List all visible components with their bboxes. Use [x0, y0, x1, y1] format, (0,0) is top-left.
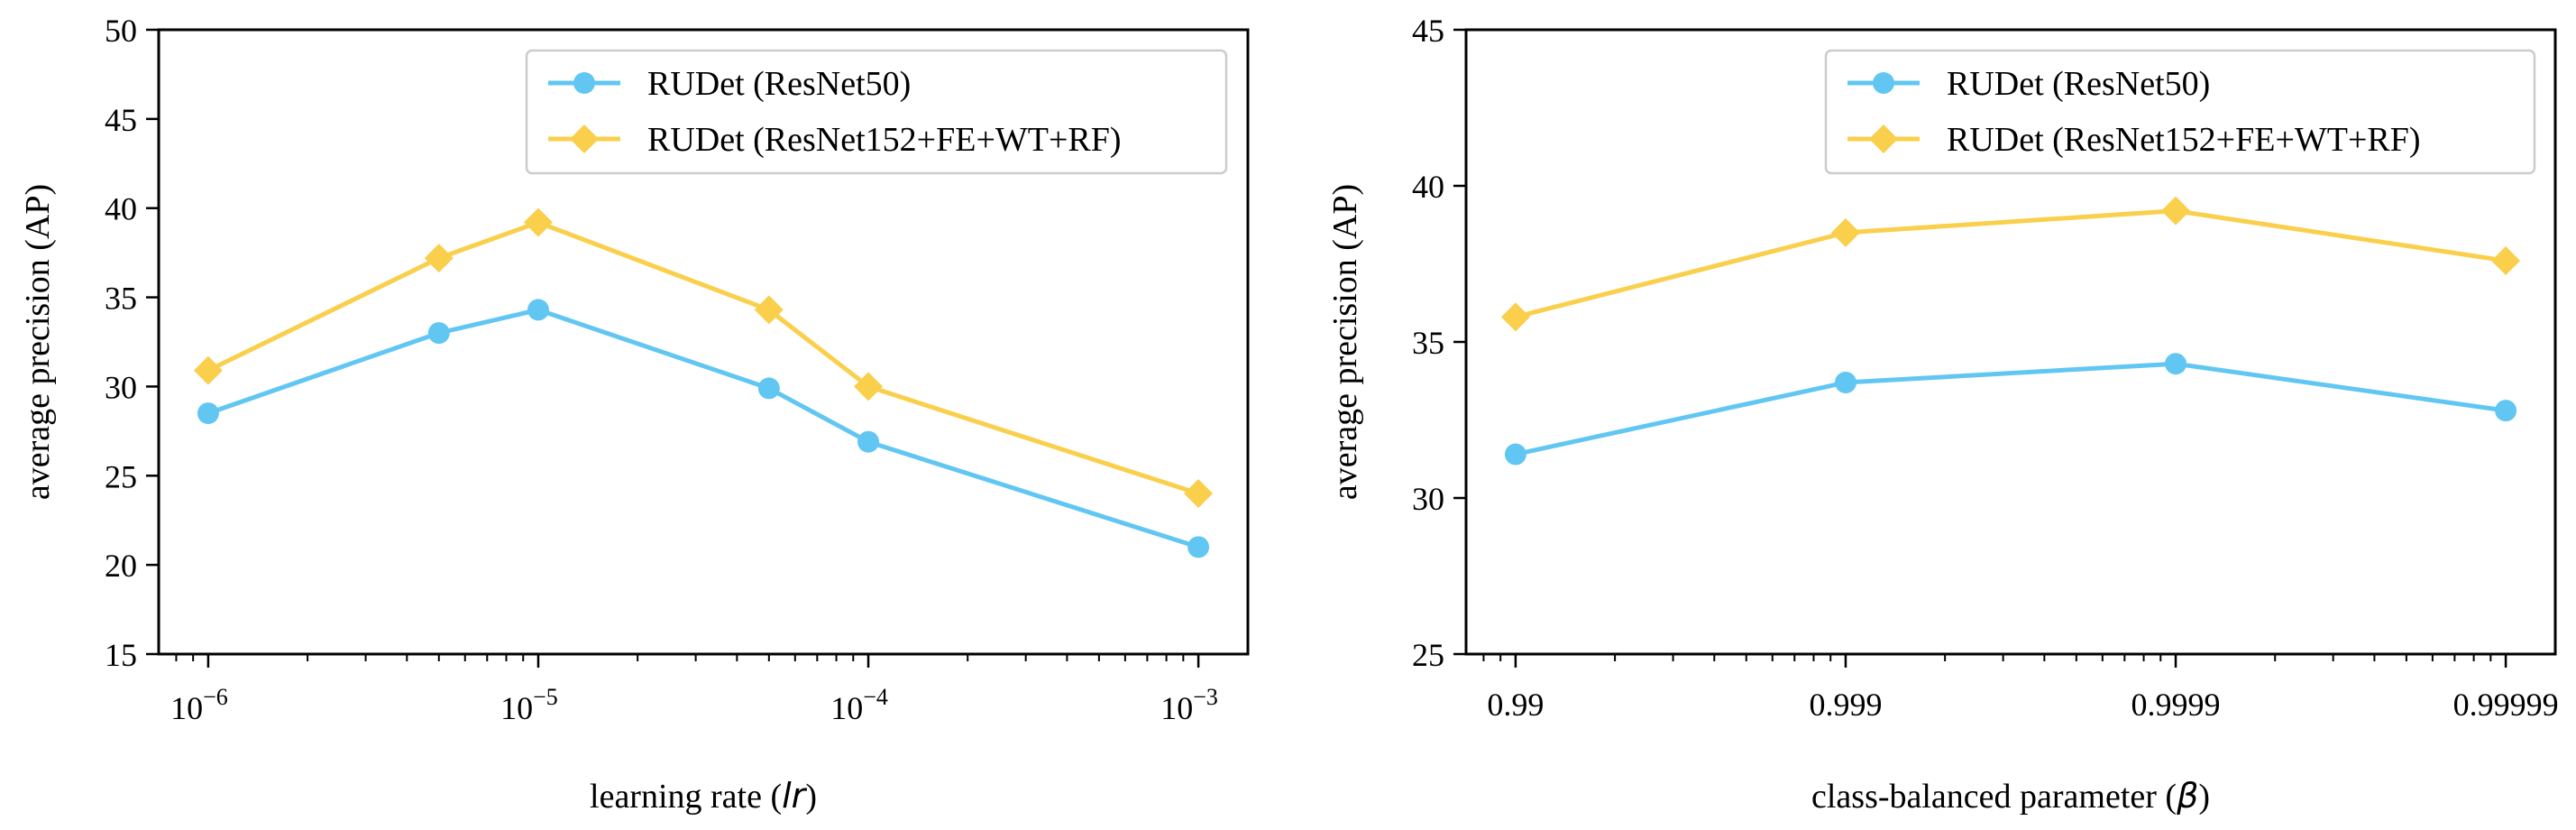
y-axis-label: average precision (AP)	[19, 184, 57, 500]
data-point-series-0	[1504, 443, 1526, 466]
x-axis-label-suffix: )	[805, 778, 817, 816]
x-tick-exponent: −6	[203, 684, 228, 710]
y-tick-label: 40	[105, 191, 137, 227]
data-point-series-0	[2495, 400, 2517, 422]
x-axis-label-symbol: lr	[782, 776, 808, 816]
y-tick-label: 25	[105, 458, 137, 494]
legend-label: RUDet (ResNet152+FE+WT+RF)	[1947, 121, 2421, 159]
y-tick-label: 25	[1412, 637, 1444, 673]
legend-label: RUDet (ResNet152+FE+WT+RF)	[647, 121, 1122, 159]
data-point-series-1	[2491, 246, 2521, 276]
x-tick-base: 10	[500, 690, 533, 726]
legend-label: RUDet (ResNet50)	[1947, 65, 2210, 103]
axes-frame	[157, 28, 1250, 656]
data-point-series-1	[754, 295, 784, 325]
data-point-series-0	[1187, 536, 1210, 558]
x-tick-base: 10	[1160, 690, 1193, 726]
x-tick-label: 10−4	[830, 684, 888, 726]
legend-marker	[573, 72, 595, 94]
x-tick-exponent: −3	[1193, 684, 1218, 710]
legend-marker	[1869, 124, 1898, 153]
data-point-series-0	[427, 322, 450, 345]
legend-box	[525, 49, 1228, 175]
legend-box	[1824, 49, 2536, 175]
y-tick-label: 30	[1412, 481, 1444, 517]
data-point-series-1	[2161, 196, 2191, 226]
data-point-series-1	[854, 372, 884, 401]
y-tick-label: 35	[105, 281, 137, 317]
y-tick-label: 45	[105, 102, 137, 138]
x-tick-label: 0.9999	[2131, 687, 2221, 723]
series-line-1	[206, 220, 1199, 496]
y-tick-label: 30	[105, 369, 137, 405]
x-axis-label-symbol: β	[2176, 776, 2198, 816]
data-point-series-1	[1500, 302, 1530, 332]
series-line-0	[207, 307, 1199, 549]
series-line-0	[1515, 361, 2507, 457]
data-point-series-0	[1834, 371, 1856, 393]
data-point-series-0	[2165, 353, 2187, 375]
x-axis-label-prefix: class-balanced parameter (	[1811, 778, 2177, 816]
chart-class-balanced: 25 30 35 40 45 0.99 0.999 0.9999 0.99999 RUDet (R…	[1326, 13, 2559, 816]
y-axis-label: average precision (AP)	[1326, 184, 1364, 500]
y-tick-label: 50	[105, 13, 137, 49]
x-tick-label: 0.999	[1809, 687, 1882, 723]
data-point-series-1	[1184, 479, 1214, 509]
x-tick-exponent: −5	[533, 684, 558, 710]
x-tick-label: 0.99	[1487, 687, 1544, 723]
data-point-series-0	[527, 299, 549, 321]
x-axis-label-prefix: learning rate (	[590, 778, 782, 816]
y-tick-label: 35	[1412, 325, 1444, 361]
data-point-series-1	[1830, 217, 1860, 247]
data-point-series-0	[197, 402, 219, 425]
x-tick-base: 10	[830, 690, 863, 726]
data-point-series-1	[193, 355, 223, 385]
x-tick-label: 10−5	[500, 684, 558, 726]
x-axis-label-suffix: )	[2198, 778, 2210, 816]
x-tick-label: 10−3	[1160, 684, 1218, 726]
y-tick-label: 20	[105, 548, 137, 584]
y-tick-label: 15	[105, 637, 137, 673]
data-point-series-0	[757, 377, 780, 400]
x-tick-label: 10−6	[170, 684, 228, 726]
legend-marker	[570, 124, 599, 153]
legend-marker	[1873, 72, 1894, 94]
y-tick-label: 40	[1412, 169, 1444, 205]
x-axis-label: learning rate (lr)	[590, 776, 817, 816]
x-axis-label: class-balanced parameter (β)	[1811, 776, 2210, 816]
data-point-series-0	[857, 430, 880, 453]
series-line-1	[1515, 208, 2507, 319]
data-point-series-1	[523, 208, 553, 237]
data-point-series-1	[424, 244, 454, 273]
x-tick-exponent: −4	[863, 684, 888, 710]
x-tick-label: 0.99999	[2453, 687, 2559, 723]
y-tick-label: 45	[1412, 13, 1444, 49]
x-tick-base: 10	[170, 690, 203, 726]
legend-label: RUDet (ResNet50)	[647, 65, 911, 103]
